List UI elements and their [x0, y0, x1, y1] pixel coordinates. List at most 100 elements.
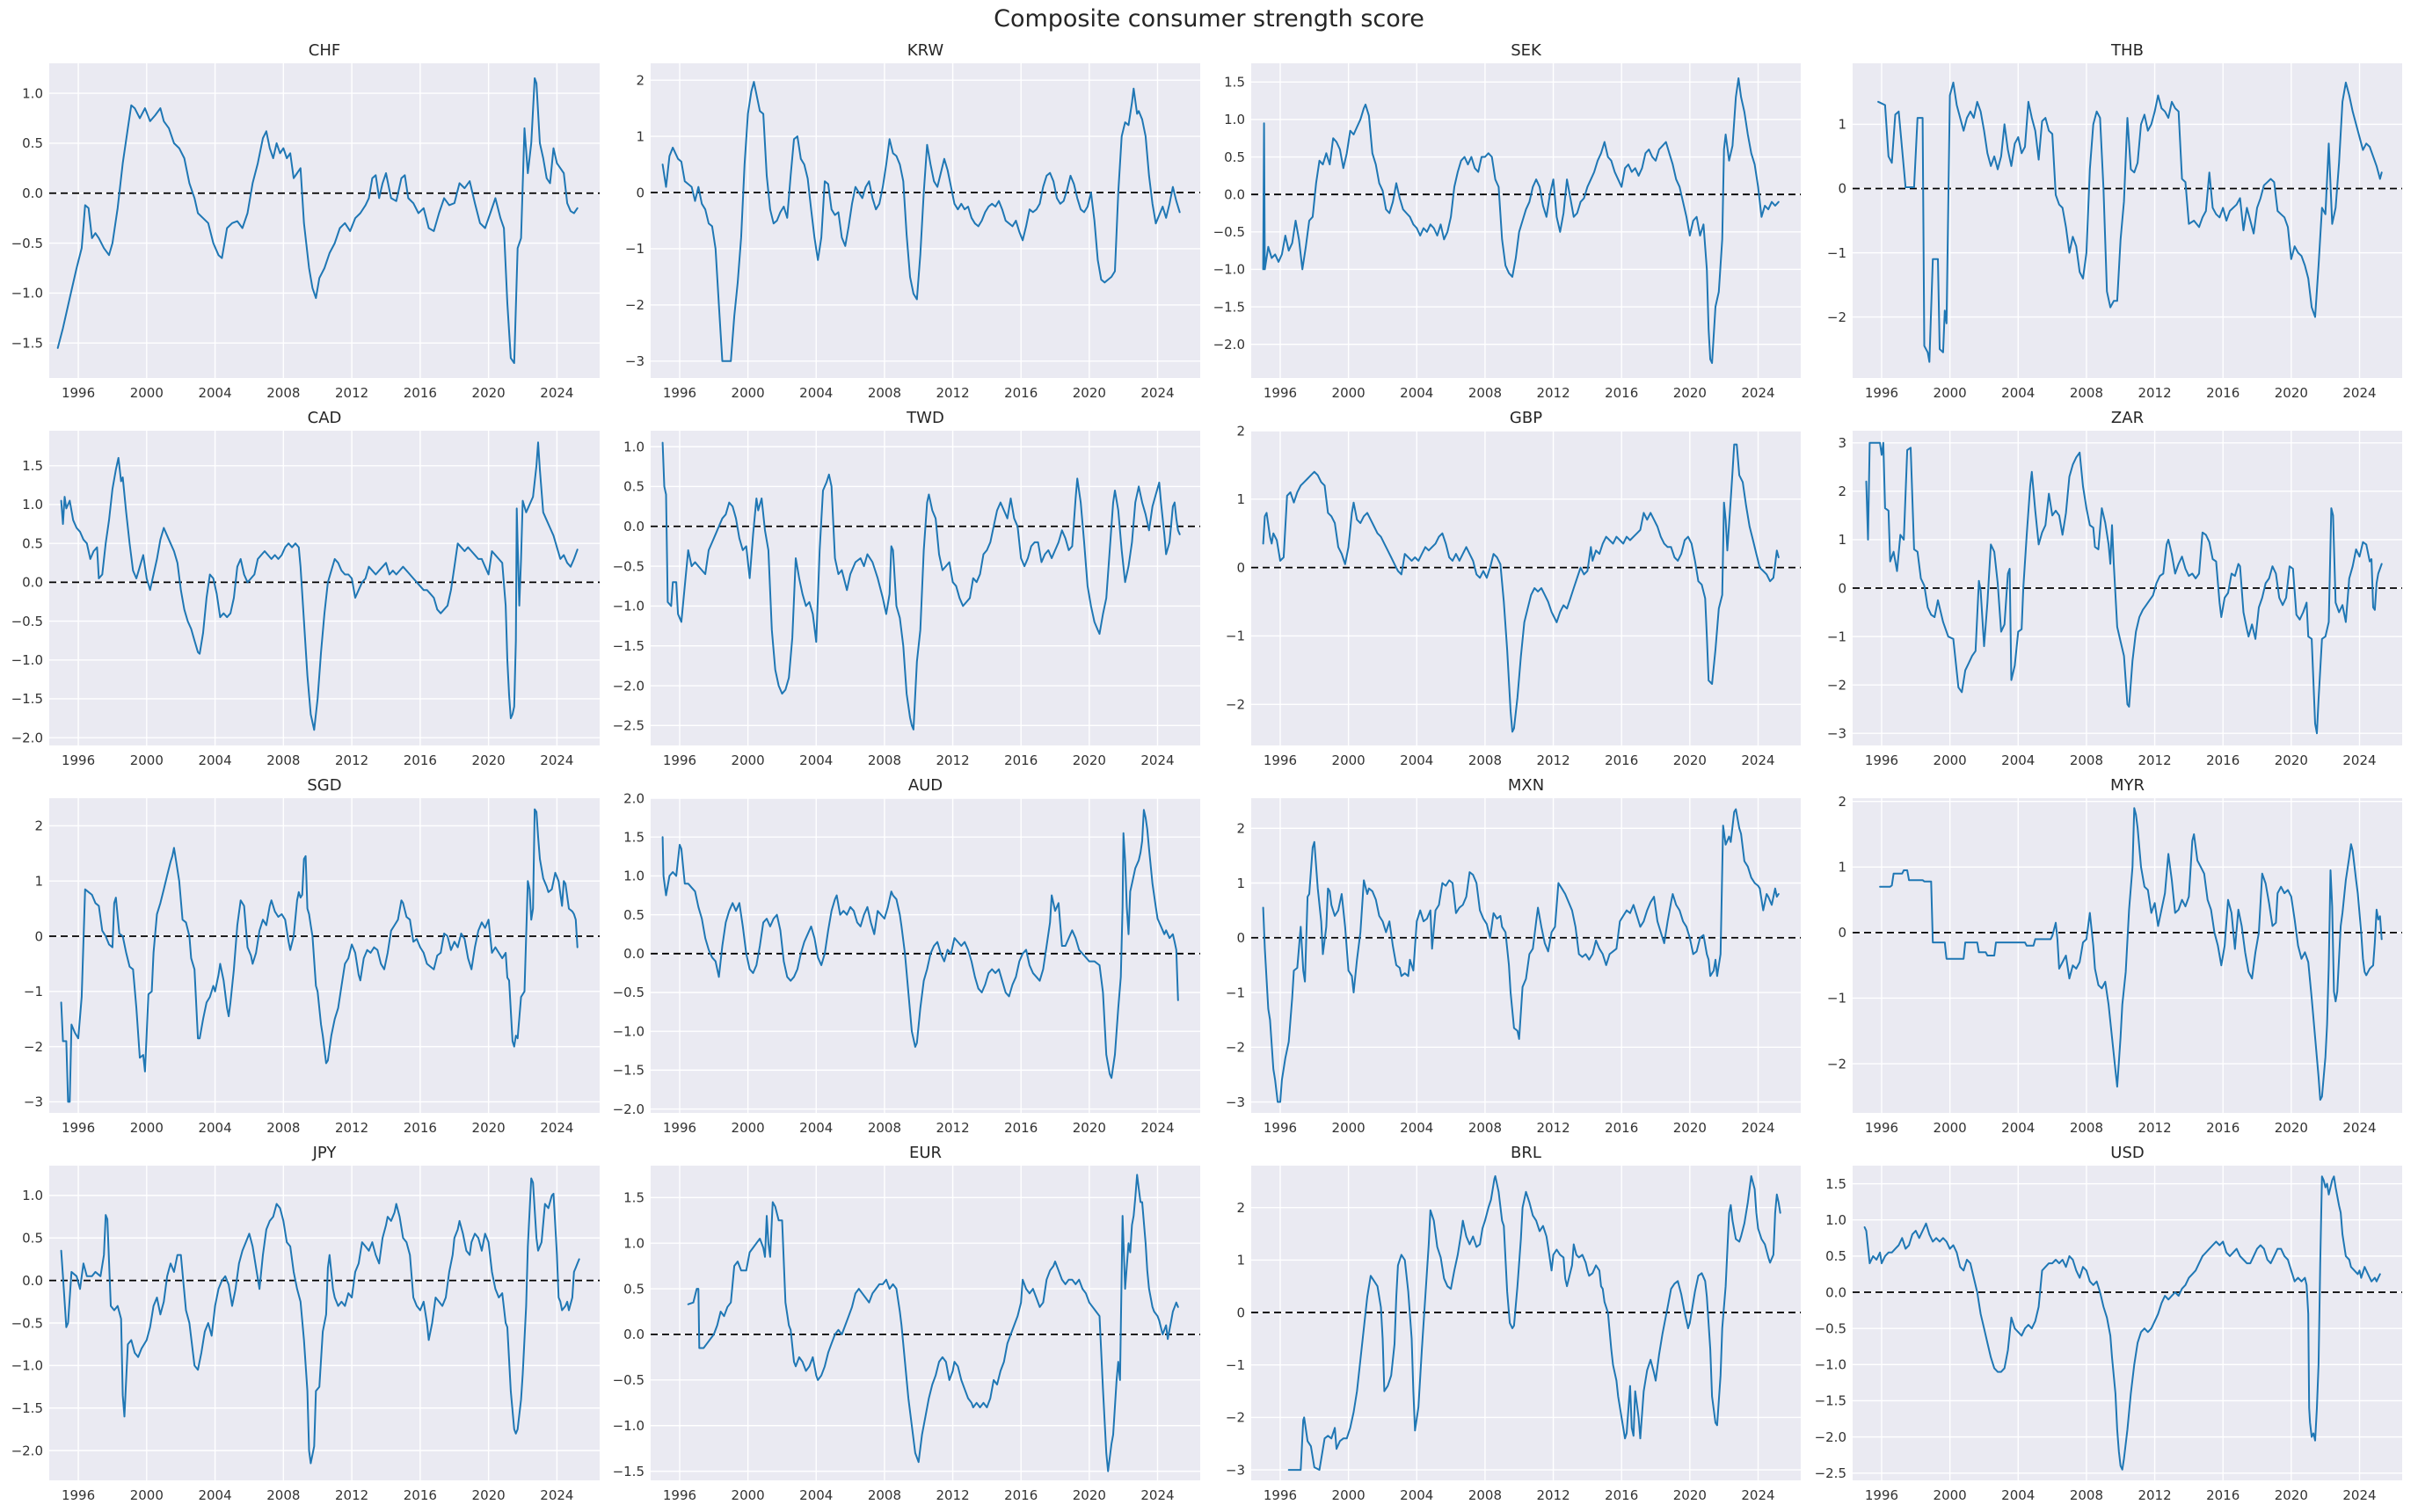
- x-tick-label: 2012: [335, 385, 368, 401]
- y-tick-label: −1.0: [613, 1418, 645, 1434]
- y-tick-label: 1.0: [22, 497, 43, 512]
- x-tick-label: 2024: [1742, 752, 1775, 768]
- tick-labels: 1.5 1.0 0.5 0.0 −0.5 −1.0 −1.5 −2.0 1996 2000 2004…: [1213, 75, 1775, 401]
- chart-title: MYR: [2110, 776, 2145, 795]
- x-tick-label: 1996: [1865, 1120, 1898, 1136]
- y-tick-label: −2: [1226, 1040, 1245, 1056]
- y-tick-label: −1.5: [11, 335, 43, 351]
- series-line-SEK: [1262, 77, 1781, 364]
- tick-labels: 1.5 1.0 0.5 0.0 −0.5 −1.0 −1.5 −2.0 −2.5 1996 2000…: [1814, 1176, 2376, 1503]
- x-tick-label: 2016: [404, 1120, 437, 1136]
- plot-area: [651, 431, 1200, 745]
- plot-area: [1852, 63, 2402, 378]
- chart-cell-BRL: 2 1 0 −1 −2 −3 1996 2000 2004 2008 2012 2016 2020 202…: [1209, 1139, 1810, 1507]
- x-tick-label: 2004: [2001, 385, 2035, 401]
- chart-title: BRL: [1511, 1144, 1541, 1162]
- x-tick-label: 2000: [732, 1120, 765, 1136]
- page-title: Composite consumer strength score: [994, 4, 1424, 33]
- gridlines: [49, 1166, 600, 1480]
- y-tick-label: 1: [1237, 491, 1246, 507]
- plot-area: [49, 798, 600, 1113]
- chart-title: CAD: [308, 409, 342, 427]
- tick-labels: 1.5 1.0 0.5 0.0 −0.5 −1.0 −1.5 −2.0 1996 2000 2004…: [11, 458, 574, 768]
- chart-title: MXN: [1508, 776, 1544, 795]
- x-tick-label: 2012: [1537, 385, 1570, 401]
- x-tick-label: 2024: [540, 1487, 573, 1503]
- x-tick-label: 2024: [1140, 1120, 1174, 1136]
- x-tick-label: 2016: [2206, 1120, 2240, 1136]
- chart-cell-MYR: 2 1 0 −1 −2 1996 2000 2004 2008 2012 2016 2020 2024 M…: [1810, 772, 2411, 1139]
- y-tick-label: −2: [625, 297, 645, 313]
- y-tick-label: −1.5: [1213, 299, 1245, 315]
- x-tick-label: 2004: [1401, 1120, 1434, 1136]
- x-tick-label: 2012: [335, 1487, 368, 1503]
- chart-cell-EUR: 1.5 1.0 0.5 0.0 −0.5 −1.0 −1.5 1996 2000 2004 2008…: [608, 1139, 1209, 1507]
- y-tick-label: 2: [1237, 423, 1246, 439]
- chart-cell-SEK: 1.5 1.0 0.5 0.0 −0.5 −1.0 −1.5 −2.0 1996 2000 2004…: [1209, 37, 1810, 404]
- y-tick-label: 2: [636, 72, 645, 88]
- x-tick-label: 2016: [1605, 752, 1638, 768]
- x-tick-label: 2004: [1401, 752, 1434, 768]
- chart-EUR: 1.5 1.0 0.5 0.0 −0.5 −1.0 −1.5 1996 2000 2004 2008…: [613, 1144, 1200, 1503]
- chart-USD: 1.5 1.0 0.5 0.0 −0.5 −1.0 −1.5 −2.0 −2.5 1996 2000…: [1814, 1144, 2402, 1503]
- y-tick-label: 3: [1838, 435, 1846, 451]
- series-line-EUR: [687, 1174, 1179, 1472]
- x-tick-label: 1996: [663, 1120, 696, 1136]
- x-tick-label: 2004: [799, 1120, 833, 1136]
- tick-labels: 1.5 1.0 0.5 0.0 −0.5 −1.0 −1.5 1996 2000 2004 2008…: [613, 1190, 1175, 1503]
- x-tick-label: 2012: [936, 752, 969, 768]
- x-tick-label: 2008: [266, 1487, 300, 1503]
- y-tick-label: 1.0: [1224, 112, 1245, 127]
- y-tick-label: 0.0: [22, 185, 43, 201]
- y-tick-label: 1.0: [22, 85, 43, 101]
- x-tick-label: 2000: [1933, 752, 1966, 768]
- x-tick-label: 2024: [1742, 1487, 1775, 1503]
- y-tick-label: 1: [636, 128, 645, 144]
- x-tick-label: 2000: [1933, 385, 1966, 401]
- chart-title: TWD: [906, 409, 944, 427]
- x-tick-label: 2020: [2274, 752, 2307, 768]
- x-tick-label: 2024: [1140, 752, 1174, 768]
- x-tick-label: 2020: [2274, 1120, 2307, 1136]
- x-tick-label: 2012: [2138, 752, 2171, 768]
- series-line-CHF: [56, 77, 579, 364]
- y-tick-label: −2: [1226, 1410, 1245, 1426]
- x-tick-label: 2020: [1673, 385, 1707, 401]
- chart-SGD: 2 1 0 −1 −2 −3 1996 2000 2004 2008 2012 2016 2020 202…: [24, 776, 600, 1136]
- y-tick-label: −1.5: [1814, 1393, 1846, 1409]
- chart-SEK: 1.5 1.0 0.5 0.0 −0.5 −1.0 −1.5 −2.0 1996 2000 2004…: [1213, 41, 1802, 401]
- x-tick-label: 2012: [2138, 1120, 2171, 1136]
- x-tick-label: 2012: [335, 1120, 368, 1136]
- y-tick-label: −1.0: [11, 1358, 43, 1374]
- y-tick-label: 0.0: [623, 946, 645, 962]
- y-tick-label: 2: [1237, 820, 1246, 836]
- y-tick-label: −1.5: [613, 1063, 645, 1079]
- chart-cell-AUD: 2.0 1.5 1.0 0.5 0.0 −0.5 −1.0 −1.5 −2.0 1996 2000 2…: [608, 772, 1209, 1139]
- y-tick-label: −1.5: [613, 1464, 645, 1479]
- y-tick-label: −2.0: [11, 730, 43, 745]
- x-tick-label: 2008: [1468, 1487, 1502, 1503]
- series-line-THB: [1876, 81, 2383, 363]
- y-tick-label: 0: [636, 185, 645, 200]
- tick-labels: 1.0 0.5 0.0 −0.5 −1.0 −1.5 1996 2000 2004 2008 201…: [11, 85, 574, 401]
- chart-cell-USD: 1.5 1.0 0.5 0.0 −0.5 −1.0 −1.5 −2.0 −2.5 1996 2000…: [1810, 1139, 2411, 1507]
- chart-cell-CHF: 1.0 0.5 0.0 −0.5 −1.0 −1.5 1996 2000 2004 2008 201…: [7, 37, 608, 404]
- series-line-GBP: [1262, 443, 1781, 733]
- y-tick-label: 1: [34, 873, 43, 889]
- x-tick-label: 2000: [732, 1487, 765, 1503]
- x-tick-label: 1996: [1865, 752, 1898, 768]
- y-tick-label: 0.0: [623, 1327, 645, 1342]
- series-line-MXN: [1262, 808, 1781, 1103]
- chart-cell-CAD: 1.5 1.0 0.5 0.0 −0.5 −1.0 −1.5 −2.0 1996 2000 2004…: [7, 404, 608, 772]
- y-tick-label: 2: [34, 818, 43, 834]
- x-tick-label: 2024: [540, 752, 573, 768]
- x-tick-label: 2024: [2342, 752, 2376, 768]
- x-tick-label: 1996: [62, 1120, 95, 1136]
- x-tick-label: 2024: [1140, 1487, 1174, 1503]
- x-tick-label: 2012: [1537, 752, 1570, 768]
- y-tick-label: 2: [1838, 483, 1846, 499]
- y-tick-label: 0.5: [623, 907, 645, 923]
- chart-title: KRW: [907, 41, 944, 60]
- x-tick-label: 2020: [1073, 752, 1106, 768]
- y-tick-label: −2: [1827, 309, 1846, 325]
